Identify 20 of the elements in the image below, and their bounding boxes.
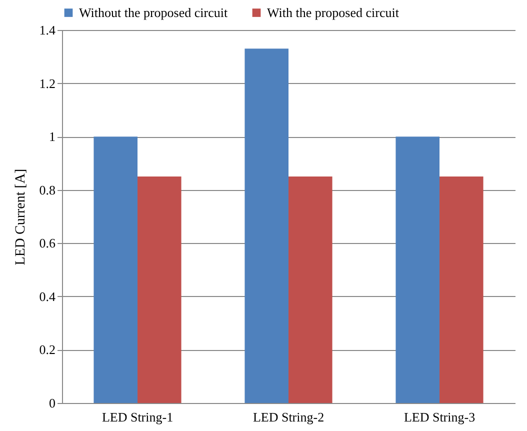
y-tick-label: 0.2 bbox=[39, 342, 56, 358]
bar bbox=[440, 176, 484, 403]
bar bbox=[288, 176, 332, 403]
legend-label: With the proposed circuit bbox=[267, 4, 400, 20]
y-tick-label: 0.4 bbox=[39, 288, 56, 304]
bar bbox=[244, 48, 288, 403]
y-tick-label: 0 bbox=[49, 396, 56, 410]
y-tick-label: 0.6 bbox=[39, 236, 56, 251]
bar bbox=[396, 136, 440, 403]
x-tick-label: LED String-2 bbox=[252, 410, 324, 424]
y-tick-label: 0.8 bbox=[39, 182, 56, 198]
legend-label: Without the proposed circuit bbox=[79, 4, 228, 20]
y-tick-label: 1.2 bbox=[39, 76, 56, 91]
bar bbox=[94, 136, 138, 403]
y-axis-title: LED Current [A] bbox=[13, 168, 28, 266]
y-tick-label: 1.4 bbox=[39, 22, 56, 38]
x-tick-label: LED String-1 bbox=[102, 410, 174, 424]
x-tick-label: LED String-3 bbox=[404, 410, 476, 424]
bar bbox=[138, 176, 182, 403]
y-tick-label: 1 bbox=[49, 129, 56, 144]
